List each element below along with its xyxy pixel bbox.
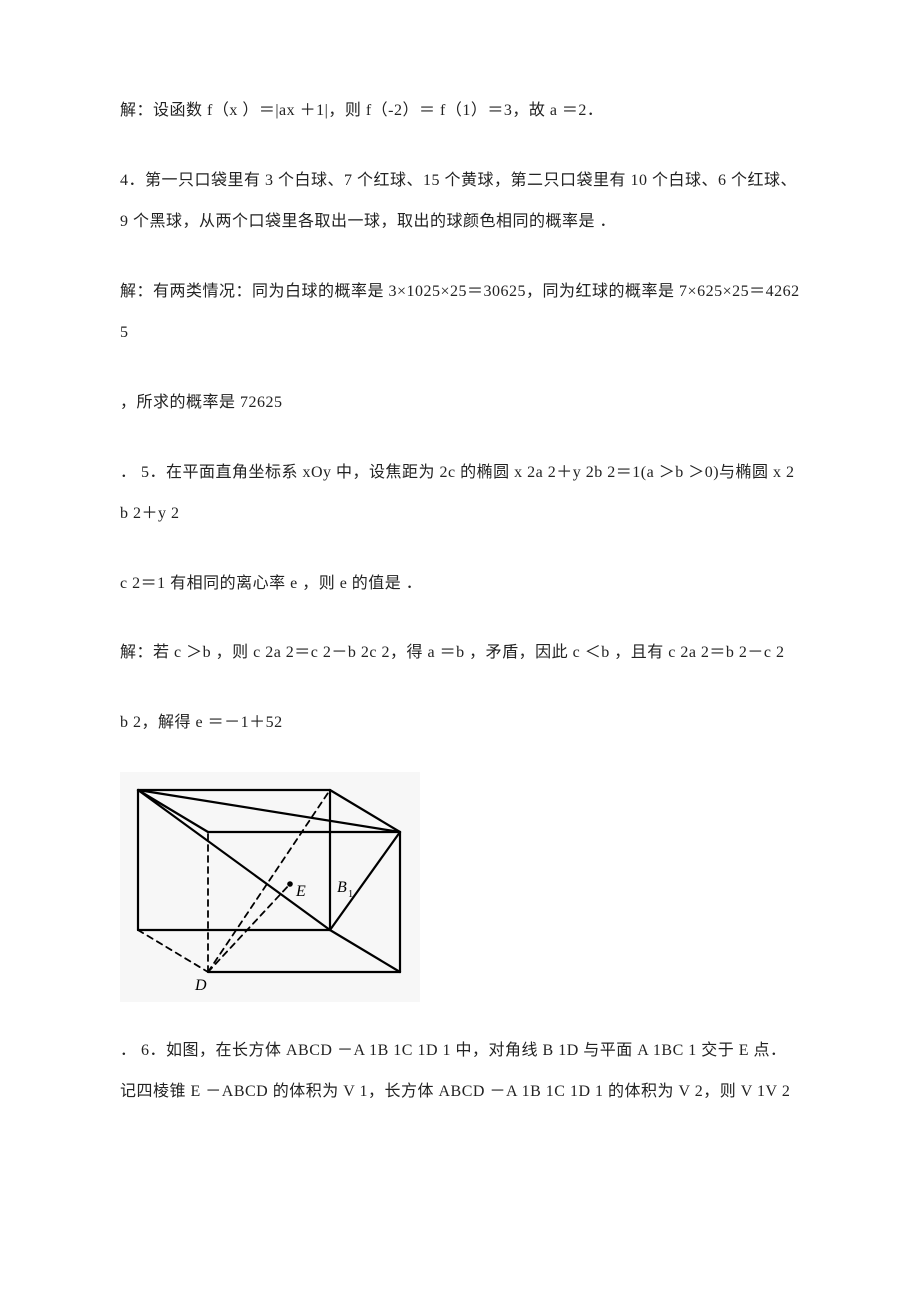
paragraph-question-4: 4．第一只口袋里有 3 个白球、7 个红球、15 个黄球，第二只口袋里有 10 … — [120, 160, 800, 243]
svg-text:E: E — [295, 883, 306, 900]
svg-text:1: 1 — [348, 889, 353, 900]
paragraph-question-5a: ． 5．在平面直角坐标系 xOy 中，设焦距为 2c 的椭圆 x 2a 2＋y … — [120, 452, 800, 535]
svg-text:B: B — [337, 879, 347, 896]
cuboid-diagram: D B1 E — [120, 772, 800, 1002]
svg-text:D: D — [194, 977, 207, 994]
cuboid-svg: D B1 E — [120, 772, 420, 1002]
paragraph-solution-4b: ，所求的概率是 72625 — [120, 382, 800, 424]
paragraph-question-5b: c 2＝1 有相同的离心率 e ，则 e 的值是 ． — [120, 563, 800, 605]
paragraph-solution-5a: 解：若 c ＞b ，则 c 2a 2＝c 2－b 2c 2，得 a ＝b ，矛盾… — [120, 632, 800, 674]
paragraph-question-6: ． 6．如图，在长方体 ABCD －A 1B 1C 1D 1 中，对角线 B 1… — [120, 1030, 800, 1113]
paragraph-solution-3: 解：设函数 f（x ）＝|ax ＋1|，则 f（-2）＝ f（1）＝3，故 a … — [120, 90, 800, 132]
paragraph-solution-4a: 解：有两类情况：同为白球的概率是 3×1025×25＝30625，同为红球的概率… — [120, 271, 800, 354]
page: 解：设函数 f（x ）＝|ax ＋1|，则 f（-2）＝ f（1）＝3，故 a … — [0, 0, 920, 1302]
paragraph-solution-5b: b 2，解得 e ＝－1＋52 — [120, 702, 800, 744]
